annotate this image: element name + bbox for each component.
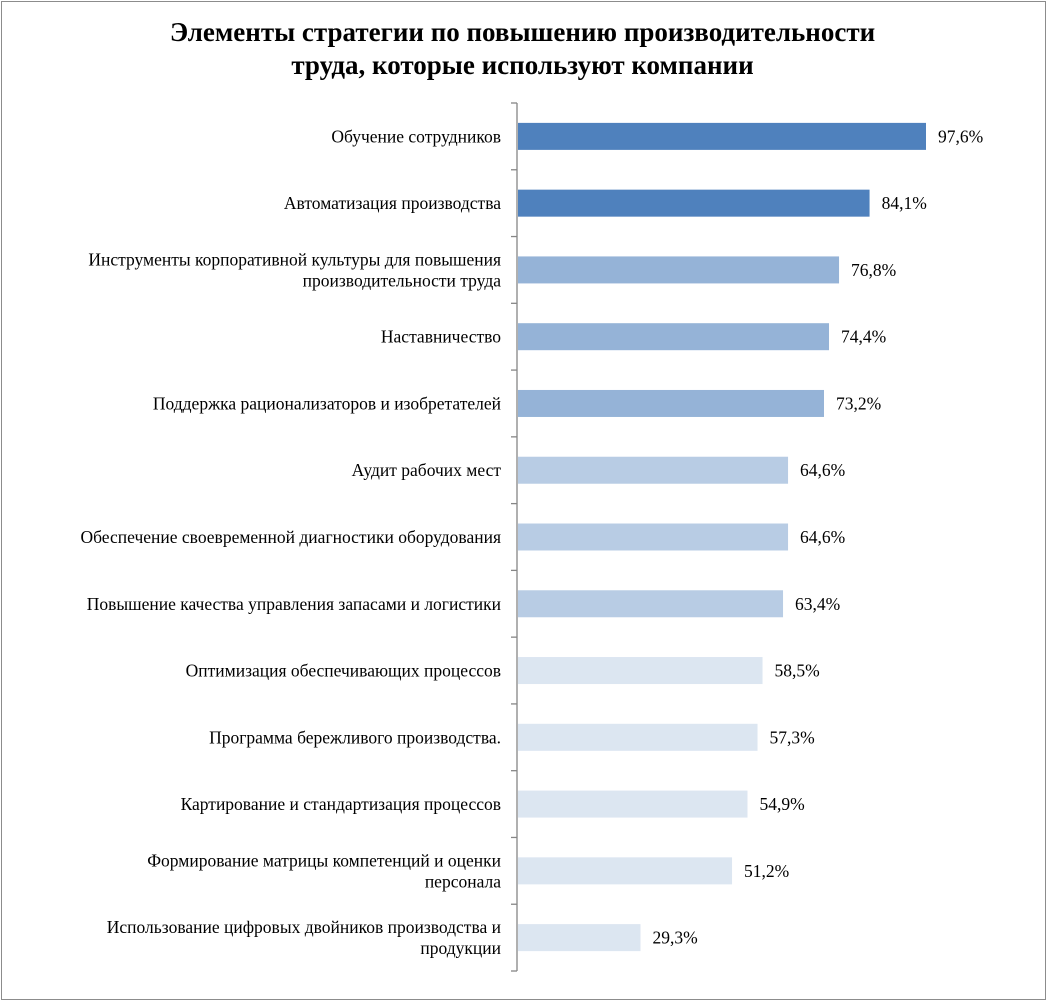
bar xyxy=(518,790,748,818)
bar xyxy=(518,857,733,885)
category-label: Обеспечение своевременной диагностики об… xyxy=(81,527,502,547)
bars xyxy=(518,122,926,952)
category-label: Аудит рабочих мест xyxy=(352,460,502,480)
bar xyxy=(518,657,763,685)
bar xyxy=(518,723,758,751)
bar xyxy=(518,523,789,551)
chart-title-line-2: труда, которые используют компании xyxy=(291,50,754,80)
value-label: 58,5% xyxy=(775,661,820,681)
value-label: 63,4% xyxy=(795,594,840,614)
category-label: Программа бережливого производства. xyxy=(209,727,501,747)
value-label: 54,9% xyxy=(760,794,805,814)
bar xyxy=(518,590,784,618)
category-label: Использование цифровых двойников произво… xyxy=(107,917,501,937)
category-label: персонала xyxy=(425,871,501,891)
category-label: Повышение качества управления запасами и… xyxy=(87,594,501,614)
value-label: 74,4% xyxy=(841,327,886,347)
value-label: 57,3% xyxy=(770,727,815,747)
bar xyxy=(518,189,870,217)
value-label: 73,2% xyxy=(836,393,881,413)
chart-title-line-1: Элементы стратегии по повышению производ… xyxy=(169,17,876,47)
category-label: Поддержка рационализаторов и изобретател… xyxy=(153,393,501,413)
value-label: 84,1% xyxy=(882,193,927,213)
value-label: 51,2% xyxy=(744,861,789,881)
category-label: Оптимизация обеспечивающих процессов xyxy=(186,661,501,681)
category-label: Автоматизация производства xyxy=(284,193,501,213)
bar xyxy=(518,456,789,484)
bar xyxy=(518,122,926,150)
value-label: 29,3% xyxy=(652,928,697,948)
category-label: Обучение сотрудников xyxy=(331,126,501,146)
category-labels: Обучение сотрудников Автоматизация произв… xyxy=(81,126,502,958)
category-label: Формирование матрицы компетенций и оценк… xyxy=(147,850,501,870)
category-label: Наставничество xyxy=(381,327,501,347)
category-axis xyxy=(511,102,518,972)
bar xyxy=(518,924,641,952)
value-label: 76,8% xyxy=(851,260,896,280)
value-label: 64,6% xyxy=(800,527,845,547)
category-label: Инструменты корпоративной культуры для п… xyxy=(88,249,501,269)
bar xyxy=(518,389,824,417)
value-label: 64,6% xyxy=(800,460,845,480)
value-labels: 97,6% 84,1% 76,8% 74,4% 73,2% 64,6% 64,6% 63,4%… xyxy=(652,126,983,947)
category-label: производительности труда xyxy=(303,270,502,290)
chart-title: Элементы стратегии по повышению производ… xyxy=(0,16,1045,82)
category-label: Картирование и стандартизация процессов xyxy=(181,794,501,814)
category-label: продукции xyxy=(420,938,501,958)
bar xyxy=(518,256,840,284)
value-label: 97,6% xyxy=(938,126,983,146)
bar xyxy=(518,323,830,351)
